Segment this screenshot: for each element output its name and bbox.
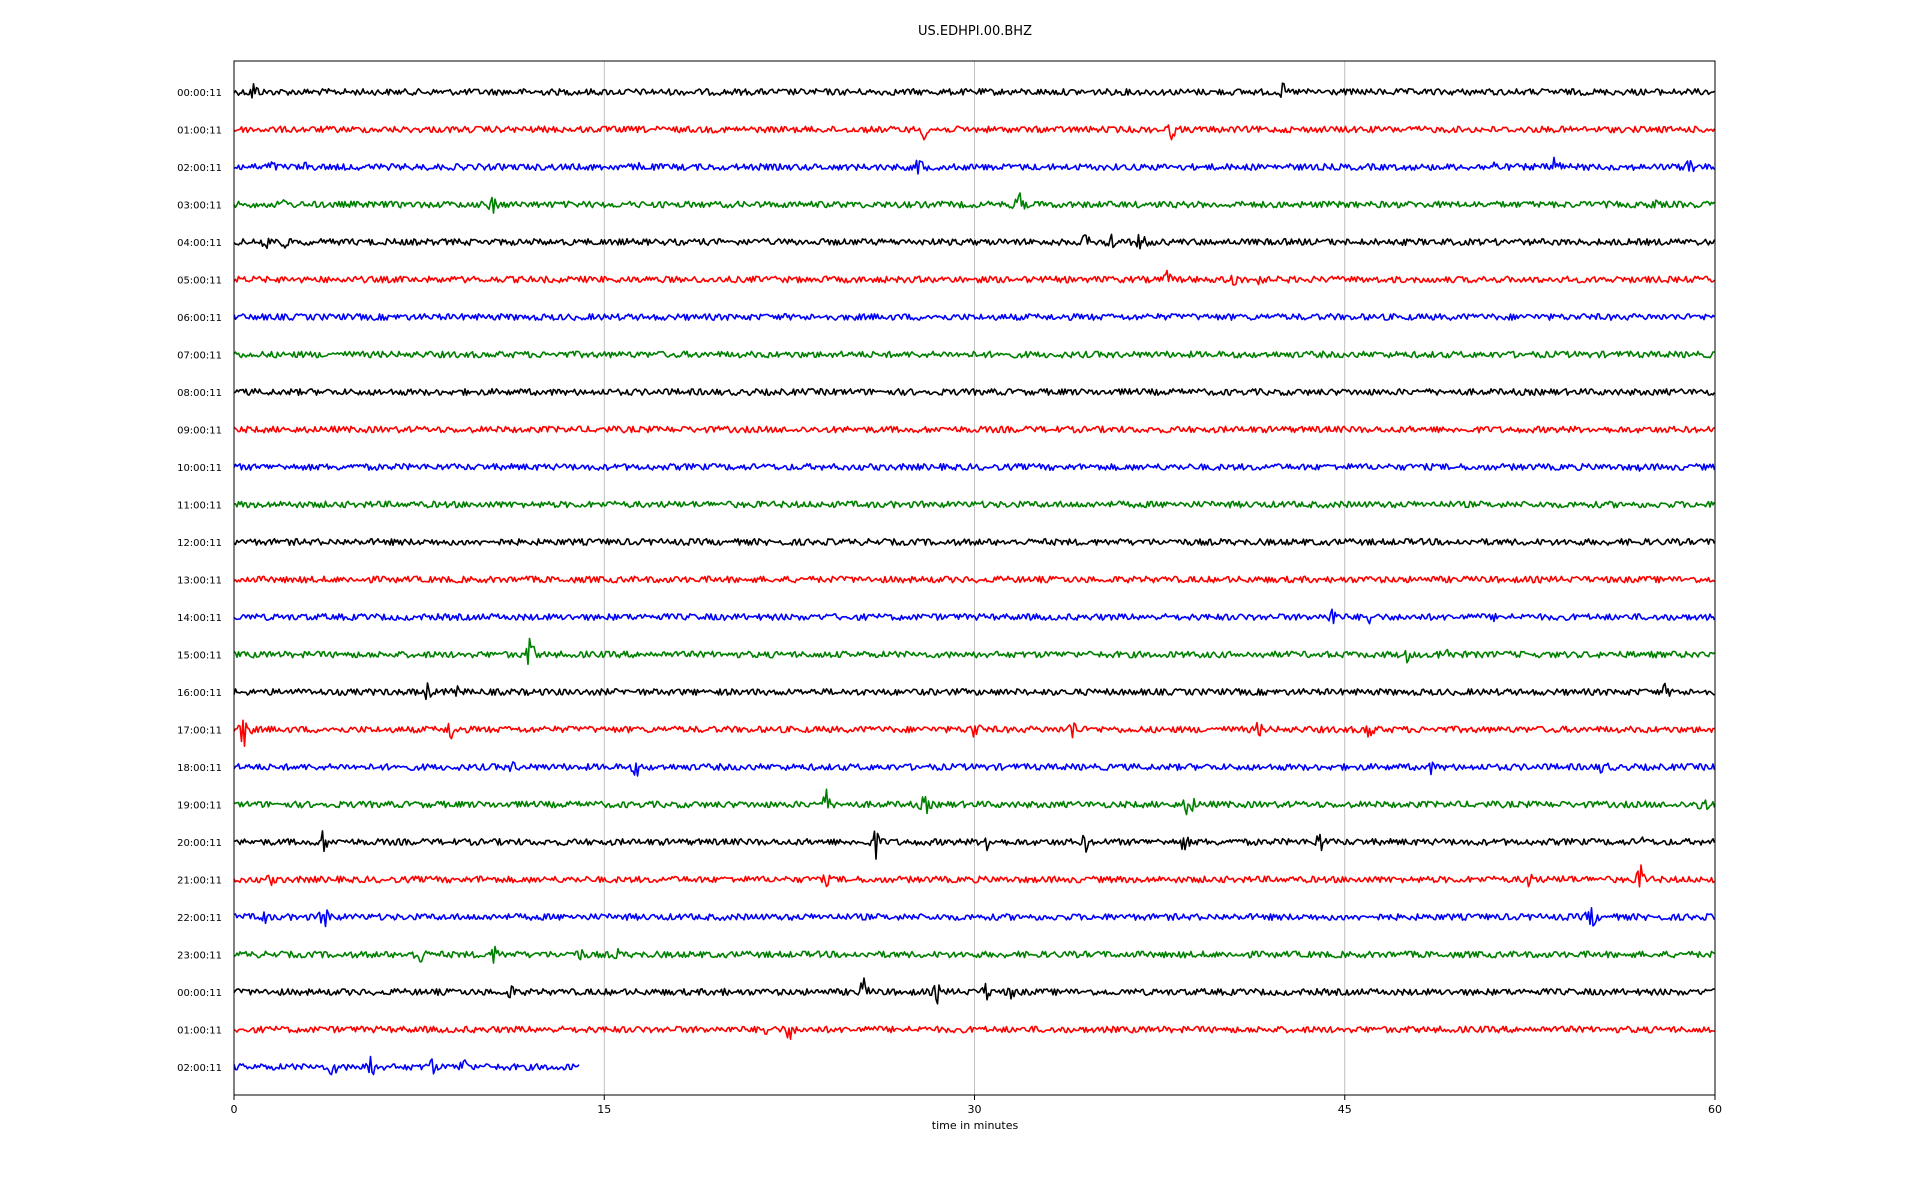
trace-row-17 — [233, 719, 1715, 748]
row-label-21: 21:00:11 — [177, 876, 222, 887]
row-label-9: 09:00:11 — [177, 426, 222, 437]
row-label-20: 20:00:11 — [177, 838, 222, 849]
trace-row-22 — [233, 906, 1716, 928]
x-tick-label-30: 30 — [968, 1103, 982, 1116]
trace-row-11 — [233, 500, 1716, 509]
x-tick-label-45: 45 — [1338, 1103, 1352, 1116]
row-label-15: 15:00:11 — [177, 651, 222, 662]
row-label-16: 16:00:11 — [177, 688, 222, 699]
row-label-3: 03:00:11 — [177, 201, 222, 212]
row-label-25: 01:00:11 — [177, 1026, 222, 1037]
trace-row-13 — [233, 575, 1716, 584]
trace-row-14 — [233, 608, 1716, 625]
row-time-labels: 00:00:11 01:00:11 02:00:11 03:00:11 04:00:11… — [177, 88, 222, 1074]
row-label-19: 19:00:11 — [177, 801, 222, 812]
trace-row-0 — [233, 82, 1715, 99]
trace-row-26 — [233, 1055, 580, 1076]
trace-row-16 — [233, 682, 1715, 701]
trace-row-7 — [233, 350, 1715, 359]
row-label-26: 02:00:11 — [177, 1063, 222, 1074]
row-label-14: 14:00:11 — [177, 613, 222, 624]
x-tick-label-60: 60 — [1708, 1103, 1722, 1116]
row-label-22: 22:00:11 — [177, 913, 222, 924]
row-label-17: 17:00:11 — [177, 726, 222, 737]
x-axis: 0 15 30 45 60 — [231, 1095, 1722, 1116]
trace-row-5 — [233, 269, 1716, 286]
trace-row-20 — [233, 830, 1716, 860]
trace-row-3 — [233, 192, 1716, 214]
x-tick-label-0: 0 — [231, 1103, 238, 1116]
row-label-18: 18:00:11 — [177, 763, 222, 774]
row-label-4: 04:00:11 — [177, 238, 222, 249]
row-label-24: 00:00:11 — [177, 988, 222, 999]
trace-row-1 — [233, 124, 1716, 141]
row-label-23: 23:00:11 — [177, 951, 222, 962]
seismic-traces — [233, 82, 1716, 1076]
row-label-0: 00:00:11 — [177, 88, 222, 99]
x-tick-label-15: 15 — [597, 1103, 611, 1116]
trace-row-19 — [233, 788, 1716, 816]
trace-row-21 — [233, 864, 1715, 888]
trace-row-9 — [233, 425, 1715, 434]
row-label-8: 08:00:11 — [177, 388, 222, 399]
trace-row-8 — [233, 387, 1716, 397]
row-label-2: 02:00:11 — [177, 163, 222, 174]
trace-row-24 — [233, 977, 1715, 1005]
x-axis-label: time in minutes — [932, 1119, 1019, 1132]
trace-row-12 — [233, 537, 1716, 547]
row-label-5: 05:00:11 — [177, 276, 222, 287]
trace-row-10 — [233, 462, 1716, 472]
trace-row-23 — [233, 945, 1715, 964]
trace-row-2 — [233, 156, 1716, 175]
row-label-7: 07:00:11 — [177, 351, 222, 362]
trace-row-4 — [233, 233, 1716, 250]
row-label-6: 06:00:11 — [177, 313, 222, 324]
trace-row-6 — [233, 312, 1716, 322]
trace-row-15 — [233, 637, 1715, 666]
row-label-11: 11:00:11 — [177, 501, 222, 512]
trace-row-25 — [233, 1025, 1715, 1040]
row-label-12: 12:00:11 — [177, 538, 222, 549]
row-label-10: 10:00:11 — [177, 463, 222, 474]
chart-title: US.EDHPI.00.BHZ — [918, 24, 1032, 39]
row-label-13: 13:00:11 — [177, 576, 222, 587]
row-label-1: 01:00:11 — [177, 126, 222, 137]
trace-row-18 — [233, 761, 1716, 777]
